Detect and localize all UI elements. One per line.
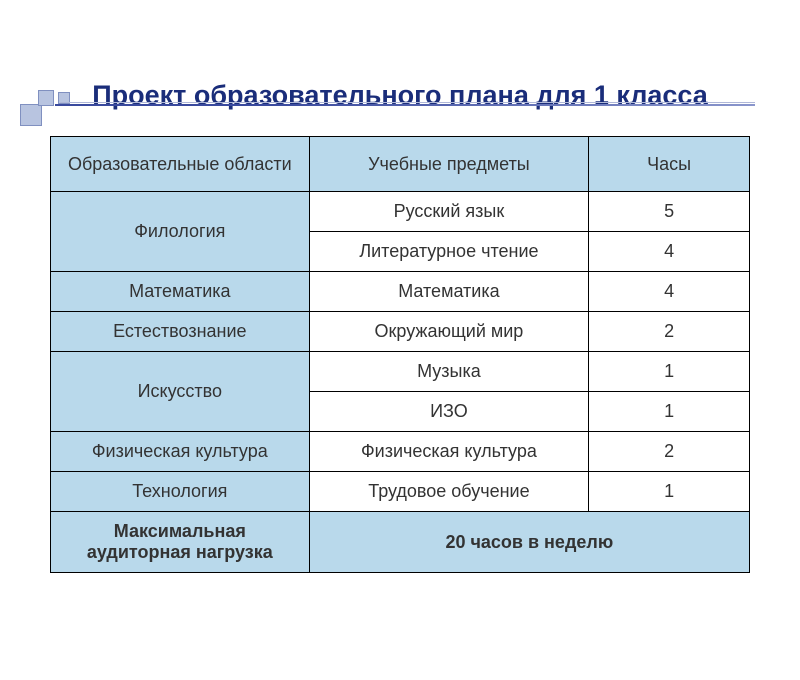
hours-cell: 1 xyxy=(589,352,750,392)
table-header-row: Образовательные области Учебные предметы… xyxy=(51,137,750,192)
decoration-line xyxy=(60,102,755,103)
hours-cell: 1 xyxy=(589,472,750,512)
hours-cell: 4 xyxy=(589,272,750,312)
subject-cell: Окружающий мир xyxy=(309,312,589,352)
hours-cell: 5 xyxy=(589,192,750,232)
decoration-line xyxy=(55,104,755,106)
table-row: Технология Трудовое обучение 1 xyxy=(51,472,750,512)
curriculum-table-container: Образовательные области Учебные предметы… xyxy=(50,136,750,573)
square-icon xyxy=(20,104,42,126)
hours-cell: 2 xyxy=(589,432,750,472)
area-cell: Искусство xyxy=(51,352,310,432)
table-row: Искусство Музыка 1 xyxy=(51,352,750,392)
subject-cell: Русский язык xyxy=(309,192,589,232)
subject-cell: Физическая культура xyxy=(309,432,589,472)
subject-cell: Литературное чтение xyxy=(309,232,589,272)
table-footer-row: Максимальная аудиторная нагрузка 20 часо… xyxy=(51,512,750,573)
subject-cell: Математика xyxy=(309,272,589,312)
hours-cell: 2 xyxy=(589,312,750,352)
footer-label: Максимальная аудиторная нагрузка xyxy=(51,512,310,573)
subject-cell: Музыка xyxy=(309,352,589,392)
table-row: Математика Математика 4 xyxy=(51,272,750,312)
area-cell: Физическая культура xyxy=(51,432,310,472)
header-subjects: Учебные предметы xyxy=(309,137,589,192)
header-areas: Образовательные области xyxy=(51,137,310,192)
table-row: Филология Русский язык 5 xyxy=(51,192,750,232)
area-cell: Филология xyxy=(51,192,310,272)
slide-decoration xyxy=(0,80,800,140)
area-cell: Естествознание xyxy=(51,312,310,352)
hours-cell: 4 xyxy=(589,232,750,272)
area-cell: Технология xyxy=(51,472,310,512)
table-row: Физическая культура Физическая культура … xyxy=(51,432,750,472)
table-row: Естествознание Окружающий мир 2 xyxy=(51,312,750,352)
curriculum-table: Образовательные области Учебные предметы… xyxy=(50,136,750,573)
header-hours: Часы xyxy=(589,137,750,192)
subject-cell: ИЗО xyxy=(309,392,589,432)
subject-cell: Трудовое обучение xyxy=(309,472,589,512)
footer-value: 20 часов в неделю xyxy=(309,512,749,573)
square-icon xyxy=(38,90,54,106)
hours-cell: 1 xyxy=(589,392,750,432)
area-cell: Математика xyxy=(51,272,310,312)
